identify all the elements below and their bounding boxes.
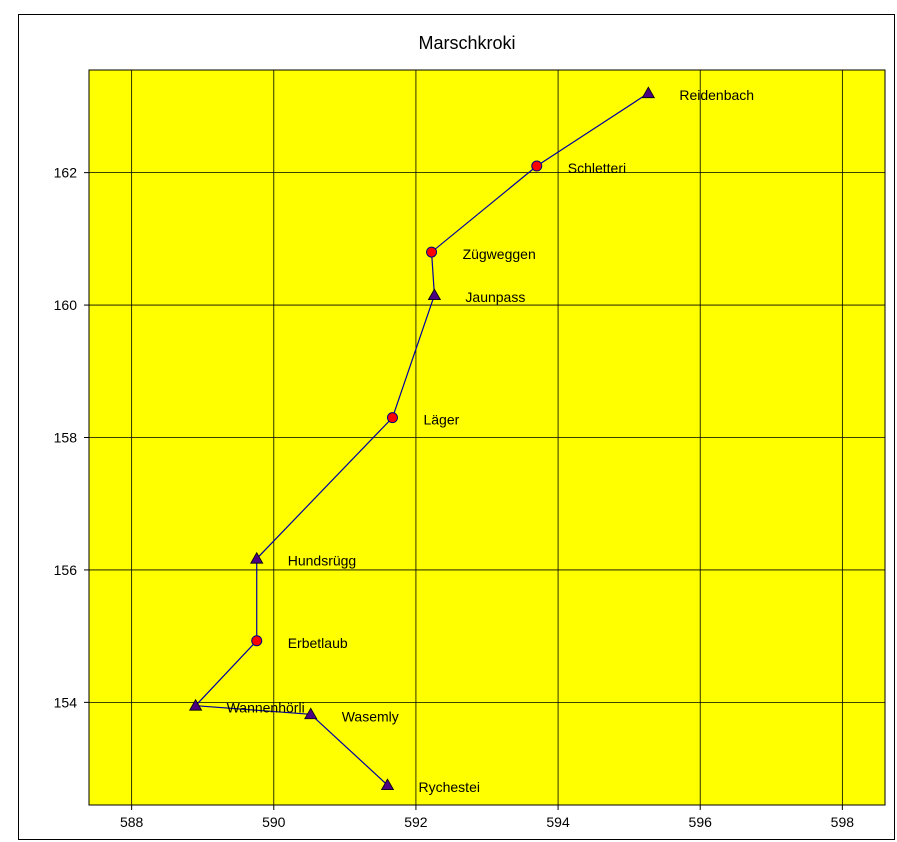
x-tick-label: 598	[831, 814, 855, 830]
route-polyline	[194, 92, 649, 786]
waypoint-triangle-marker	[250, 551, 264, 564]
y-tick-label: 158	[54, 430, 78, 446]
waypoint-label: Schletteri	[568, 160, 626, 176]
waypoint-circle-marker	[251, 635, 263, 647]
x-tick-label: 596	[689, 814, 713, 830]
waypoint-label: Läger	[423, 412, 459, 428]
y-tick-label: 162	[54, 165, 78, 181]
waypoint-circle-marker	[386, 412, 398, 424]
marschkroki-chart: Marschkroki 588 590 592 594 596 598 154 156 158 1…	[54, 33, 886, 830]
y-tick-label: 160	[54, 297, 78, 313]
x-tick-label: 592	[404, 814, 428, 830]
waypoint-triangle-marker	[188, 698, 203, 711]
waypoint-label: Hundsrügg	[288, 553, 357, 569]
waypoint-label: Zügweggen	[463, 246, 536, 262]
point-labels: Reidenbach Schletteri Zügweggen Jaunpass Läg…	[227, 87, 754, 795]
chart-title: Marschkroki	[418, 33, 515, 53]
waypoint-label: Erbetlaub	[288, 635, 348, 651]
route-line	[194, 92, 649, 786]
markers	[188, 86, 656, 791]
x-tick-label: 588	[120, 814, 144, 830]
waypoint-label: Wannenhörli	[227, 700, 305, 716]
waypoint-triangle-marker	[641, 86, 656, 99]
grid-lines	[89, 70, 885, 805]
waypoint-circle-marker	[426, 246, 438, 258]
y-tick-label: 156	[54, 562, 78, 578]
x-tick-label: 594	[546, 814, 570, 830]
waypoint-triangle-marker	[380, 778, 395, 791]
waypoint-label: Wasemly	[342, 708, 399, 724]
waypoint-label: Rychestei	[419, 779, 480, 795]
waypoint-label: Jaunpass	[465, 289, 525, 305]
y-tick-label: 154	[54, 694, 78, 710]
waypoint-circle-marker	[531, 160, 543, 172]
waypoint-triangle-marker	[427, 288, 442, 301]
x-tick-label: 590	[262, 814, 286, 830]
chart-frame: Marschkroki 588 590 592 594 596 598 154 156 158 1…	[18, 14, 895, 840]
axes: 588 590 592 594 596 598 154 156 158 160 162	[54, 165, 855, 830]
waypoint-triangle-marker	[304, 707, 318, 720]
waypoint-label: Reidenbach	[679, 87, 754, 103]
